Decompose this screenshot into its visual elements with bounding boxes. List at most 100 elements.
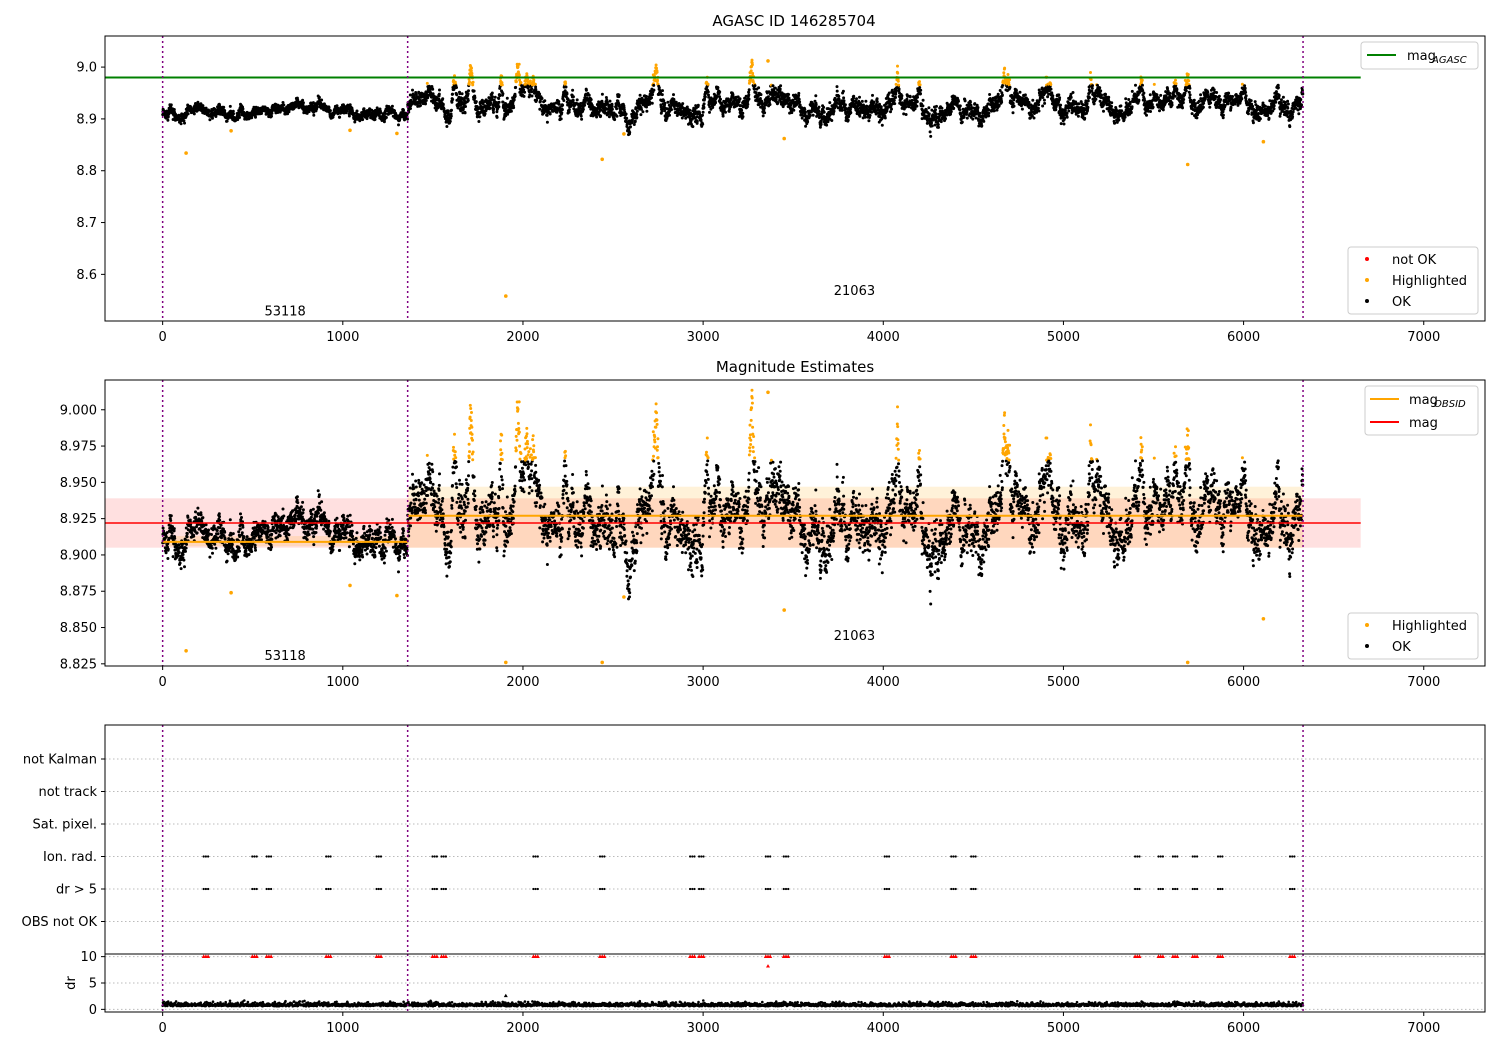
data-point bbox=[1012, 104, 1016, 108]
data-point bbox=[1023, 93, 1027, 97]
data-point bbox=[426, 96, 430, 100]
data-point bbox=[241, 107, 245, 111]
data-point bbox=[571, 98, 575, 102]
data-point bbox=[830, 119, 834, 122]
data-point bbox=[868, 113, 872, 117]
data-point bbox=[644, 94, 648, 98]
data-point bbox=[505, 96, 509, 100]
data-point bbox=[232, 112, 235, 116]
data-point bbox=[761, 114, 765, 118]
data-point bbox=[1065, 115, 1069, 119]
data-point bbox=[1104, 92, 1107, 96]
data-point bbox=[650, 96, 653, 100]
data-point bbox=[654, 63, 658, 67]
data-point bbox=[483, 112, 487, 116]
data-point bbox=[894, 82, 898, 86]
data-point bbox=[463, 111, 467, 115]
data-point bbox=[696, 103, 700, 107]
data-point bbox=[1049, 87, 1053, 91]
data-point bbox=[238, 116, 241, 119]
data-point bbox=[450, 100, 454, 104]
data-point bbox=[414, 93, 418, 97]
data-point bbox=[1058, 96, 1062, 100]
data-point bbox=[1046, 95, 1050, 99]
data-point bbox=[660, 93, 664, 97]
data-point bbox=[852, 94, 856, 98]
data-point bbox=[523, 90, 527, 94]
data-point bbox=[741, 111, 745, 115]
data-point bbox=[846, 118, 850, 122]
data-point bbox=[897, 83, 901, 87]
data-point bbox=[918, 80, 921, 84]
data-point bbox=[1001, 84, 1005, 87]
data-point bbox=[599, 114, 603, 118]
data-point bbox=[790, 111, 794, 115]
data-point bbox=[1062, 122, 1066, 126]
data-point bbox=[1085, 102, 1089, 106]
data-point bbox=[708, 105, 712, 109]
data-point bbox=[579, 114, 583, 118]
data-point bbox=[935, 104, 938, 108]
data-point bbox=[904, 105, 908, 109]
data-point bbox=[837, 94, 841, 98]
data-point bbox=[811, 113, 815, 117]
data-point bbox=[1091, 84, 1094, 88]
data-point bbox=[746, 102, 750, 106]
data-point bbox=[565, 92, 569, 96]
data-point bbox=[489, 101, 493, 105]
data-point bbox=[270, 111, 274, 115]
data-point bbox=[808, 114, 812, 117]
data-point bbox=[437, 97, 441, 101]
data-point bbox=[792, 108, 796, 112]
data-point bbox=[373, 118, 377, 121]
data-point bbox=[571, 95, 575, 99]
data-point bbox=[1000, 93, 1004, 97]
data-point bbox=[1142, 91, 1146, 95]
data-point bbox=[427, 84, 431, 88]
data-point bbox=[512, 106, 516, 110]
data-point bbox=[819, 122, 823, 126]
data-point bbox=[880, 123, 884, 127]
data-point bbox=[208, 118, 212, 122]
data-point bbox=[228, 104, 232, 108]
data-point bbox=[225, 119, 229, 123]
data-point bbox=[905, 97, 909, 101]
data-point bbox=[397, 123, 400, 127]
data-point bbox=[1049, 83, 1053, 86]
data-point bbox=[270, 114, 273, 118]
data-point bbox=[822, 105, 826, 109]
data-point bbox=[688, 108, 692, 112]
data-point bbox=[517, 62, 521, 66]
data-point bbox=[915, 100, 919, 104]
data-point bbox=[468, 80, 471, 84]
data-point bbox=[889, 110, 892, 114]
data-point bbox=[921, 104, 925, 108]
data-point bbox=[1069, 95, 1073, 99]
data-point bbox=[740, 108, 744, 112]
data-point bbox=[434, 98, 438, 102]
data-point bbox=[458, 92, 462, 96]
data-point bbox=[930, 124, 934, 128]
data-point bbox=[864, 99, 868, 103]
data-point bbox=[478, 115, 482, 119]
data-point bbox=[718, 90, 722, 94]
data-point bbox=[1159, 93, 1163, 97]
data-point bbox=[716, 86, 720, 90]
data-point bbox=[987, 114, 991, 118]
data-point bbox=[328, 109, 332, 113]
data-point bbox=[353, 120, 357, 124]
data-point bbox=[632, 123, 636, 126]
data-point bbox=[875, 97, 879, 101]
data-point bbox=[361, 118, 365, 122]
data-point bbox=[872, 100, 876, 104]
data-point bbox=[635, 109, 639, 113]
data-point bbox=[183, 121, 186, 125]
data-point bbox=[466, 92, 470, 96]
data-point bbox=[559, 117, 563, 121]
data-point bbox=[1155, 93, 1159, 97]
data-point bbox=[1088, 96, 1091, 100]
data-point bbox=[681, 102, 685, 106]
data-point bbox=[222, 105, 226, 109]
data-point bbox=[825, 123, 829, 127]
data-point bbox=[355, 109, 359, 113]
